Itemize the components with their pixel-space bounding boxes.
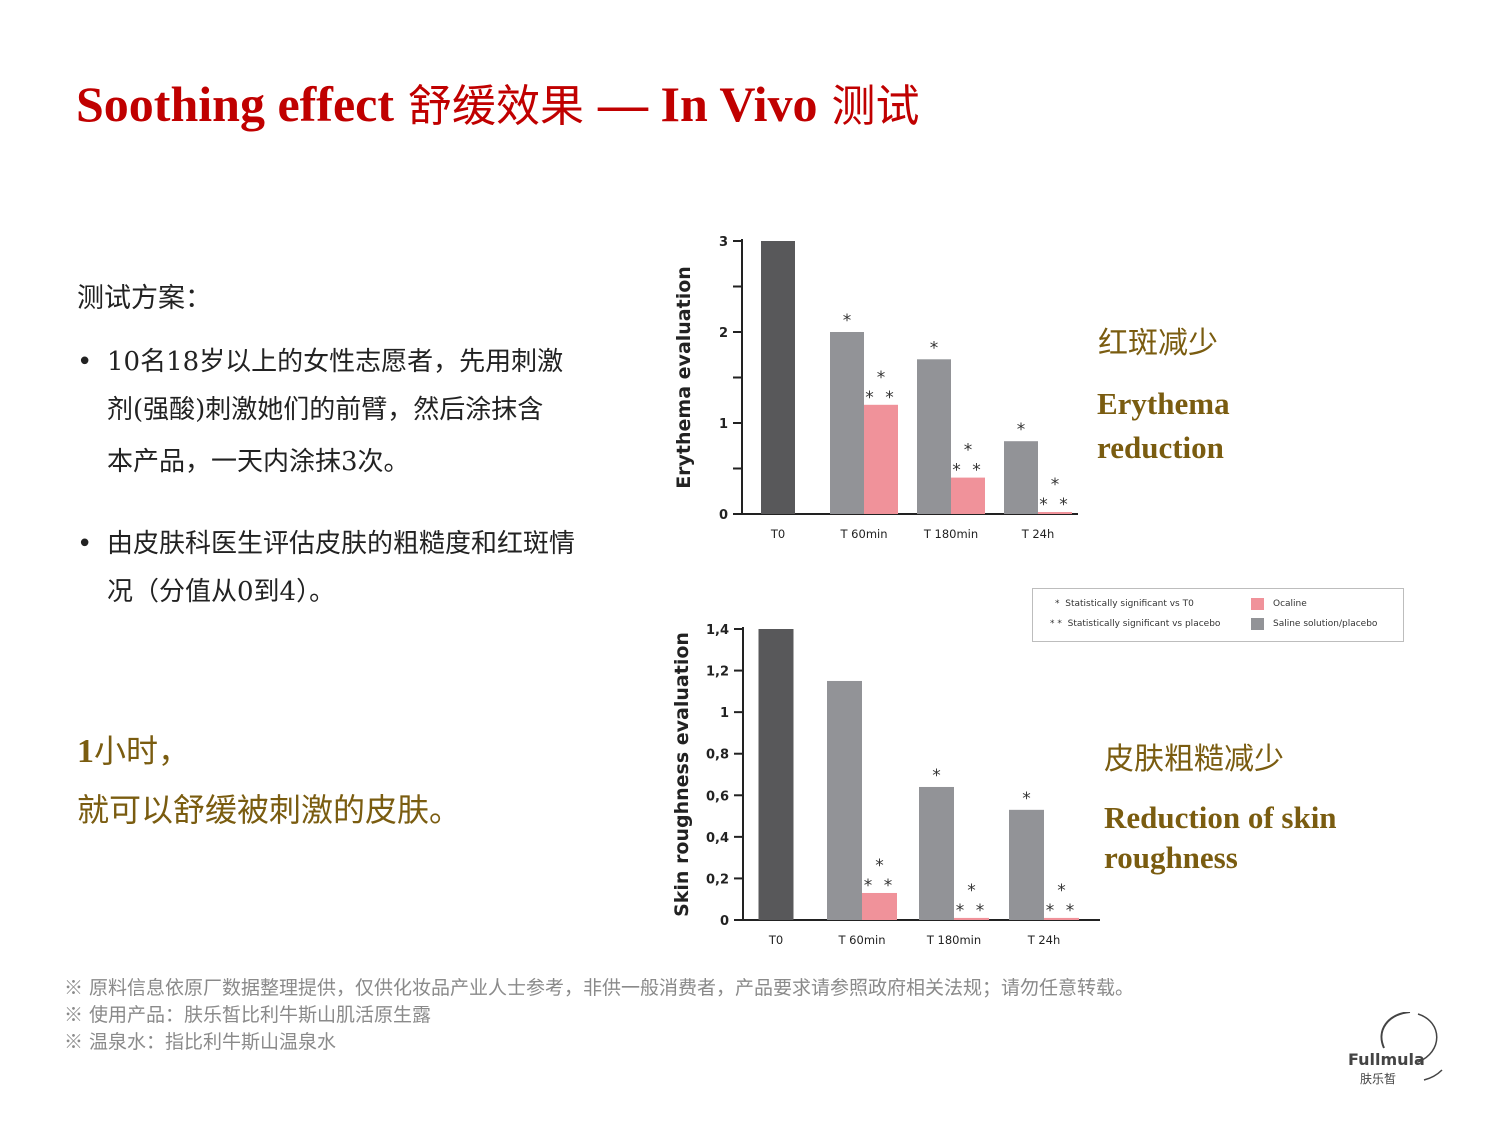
plan-heading: 测试方案： <box>77 283 212 314</box>
y-tick-label: 2 <box>719 326 728 341</box>
legend-text: Statistically significant vs placebo <box>1067 619 1221 629</box>
x-tick-label: T 180min <box>923 527 978 541</box>
bullet-line: 10名18岁以上的女性志愿者，先用刺激 <box>107 347 564 377</box>
logo-wordmark: Fullmula <box>1348 1050 1425 1069</box>
roughness-label-en: Reduction of skin roughness <box>1104 798 1337 878</box>
significance-mark: * * <box>1039 495 1070 515</box>
legend-text: Statistically significant vs T0 <box>1065 599 1194 609</box>
footnotes: ※ 原料信息依原厂数据整理提供，仅供化妆品产业人士参考，非供一般消费者，产品要求… <box>64 975 1134 1056</box>
logo-subtitle: 肤乐皙 <box>1360 1072 1397 1086</box>
footnote-item: ※ 使用产品：肤乐皙比利牛斯山肌活原生露 <box>64 1004 432 1026</box>
bullet-line: 本产品，一天内涂抹3次。 <box>107 447 410 477</box>
legend-swatch-ocaline <box>1251 598 1264 610</box>
bullet-item: • 10名18岁以上的女性志愿者，先用刺激 剂(强酸)刺激她们的前臂，然后涂抹含… <box>77 338 637 486</box>
significance-mark: * <box>1017 420 1026 440</box>
legend-item-t0: * Statistically significant vs T0 <box>1055 599 1194 609</box>
y-tick-label: 1 <box>719 417 728 432</box>
y-tick-label: 3 <box>719 235 728 250</box>
chart-legend: * Statistically significant vs T0 * * St… <box>1032 588 1404 642</box>
significance-mark: * <box>1051 475 1060 495</box>
erythema-label-cn: 红斑减少 <box>1098 326 1218 361</box>
y-axis-title: Erythema evaluation <box>673 266 695 489</box>
legend-label-ocaline: Ocaline <box>1273 599 1307 609</box>
title-cn-1: 舒缓效果 <box>394 81 598 132</box>
legend-label-placebo: Saline solution/placebo <box>1273 619 1378 629</box>
bar-placebo <box>917 359 951 514</box>
bar-t0 <box>761 241 795 514</box>
highlight-bold: 1 <box>77 733 94 770</box>
x-tick-label: T 60min <box>840 527 888 541</box>
significance-mark: * <box>877 368 886 388</box>
legend-symbol: * * <box>1050 619 1062 629</box>
bar-placebo <box>830 332 864 514</box>
legend-symbol: * <box>1055 599 1060 609</box>
erythema-label-en-2: reduction <box>1097 430 1224 465</box>
significance-mark: * <box>843 311 852 331</box>
bar-ocaline <box>864 404 898 514</box>
title-cn-2: 测试 <box>817 81 920 132</box>
page-title: Soothing effect 舒缓效果 — In Vivo 测试 <box>76 72 920 139</box>
significance-mark: * <box>964 441 973 461</box>
highlight-line-1: 1小时， <box>77 722 461 781</box>
bullet-line: 剂(强酸)刺激她们的前臂，然后涂抹含 <box>107 395 544 425</box>
highlight-line-2: 就可以舒缓被刺激的皮肤。 <box>77 791 462 829</box>
title-en-2: — In Vivo <box>597 76 818 132</box>
x-tick-label: T 24h <box>1021 527 1055 541</box>
highlight-text: 1小时， 就可以舒缓被刺激的皮肤。 <box>77 722 461 839</box>
logo-swoosh-icon <box>1380 1012 1443 1081</box>
bullet-dot: • <box>77 529 93 559</box>
legend-item-placebo: * * Statistically significant vs placebo <box>1050 619 1220 629</box>
footnote-item: ※ 原料信息依原厂数据整理提供，仅供化妆品产业人士参考，非供一般消费者，产品要求… <box>64 977 1135 999</box>
roughness-label-en-1: Reduction of skin <box>1104 800 1337 835</box>
significance-mark: * * <box>952 461 983 481</box>
erythema-label-en-1: Erythema <box>1097 386 1230 421</box>
bullet-line: 由皮肤科医生评估皮肤的粗糙度和红斑情 <box>107 529 576 559</box>
bullet-line: 况（分值从0到4）。 <box>107 577 336 607</box>
brand-logo: Fullmula 肤乐皙 <box>1348 1012 1448 1092</box>
bar-ocaline <box>1038 512 1072 514</box>
significance-mark: * * <box>865 388 896 408</box>
bar-placebo <box>1004 441 1038 514</box>
footnote-item: ※ 温泉水：指比利牛斯山温泉水 <box>64 1031 337 1053</box>
title-en-1: Soothing effect <box>76 76 394 132</box>
significance-mark: * <box>930 338 939 358</box>
legend-swatch-placebo <box>1251 618 1264 630</box>
bullet-dot: • <box>77 347 93 377</box>
roughness-label-en-2: roughness <box>1104 840 1238 875</box>
erythema-label-en: Erythema reduction <box>1097 382 1230 470</box>
roughness-label-cn: 皮肤粗糙减少 <box>1104 742 1284 777</box>
y-tick-label: 0 <box>719 508 728 523</box>
bar-ocaline <box>951 477 985 514</box>
highlight-rest: 小时， <box>94 732 191 770</box>
plan-bullets: • 10名18岁以上的女性志愿者，先用刺激 剂(强酸)刺激她们的前臂，然后涂抹含… <box>77 338 637 650</box>
bullet-item: • 由皮肤科医生评估皮肤的粗糙度和红斑情 况（分值从0到4）。 <box>77 520 637 616</box>
x-tick-label: T0 <box>770 527 785 541</box>
